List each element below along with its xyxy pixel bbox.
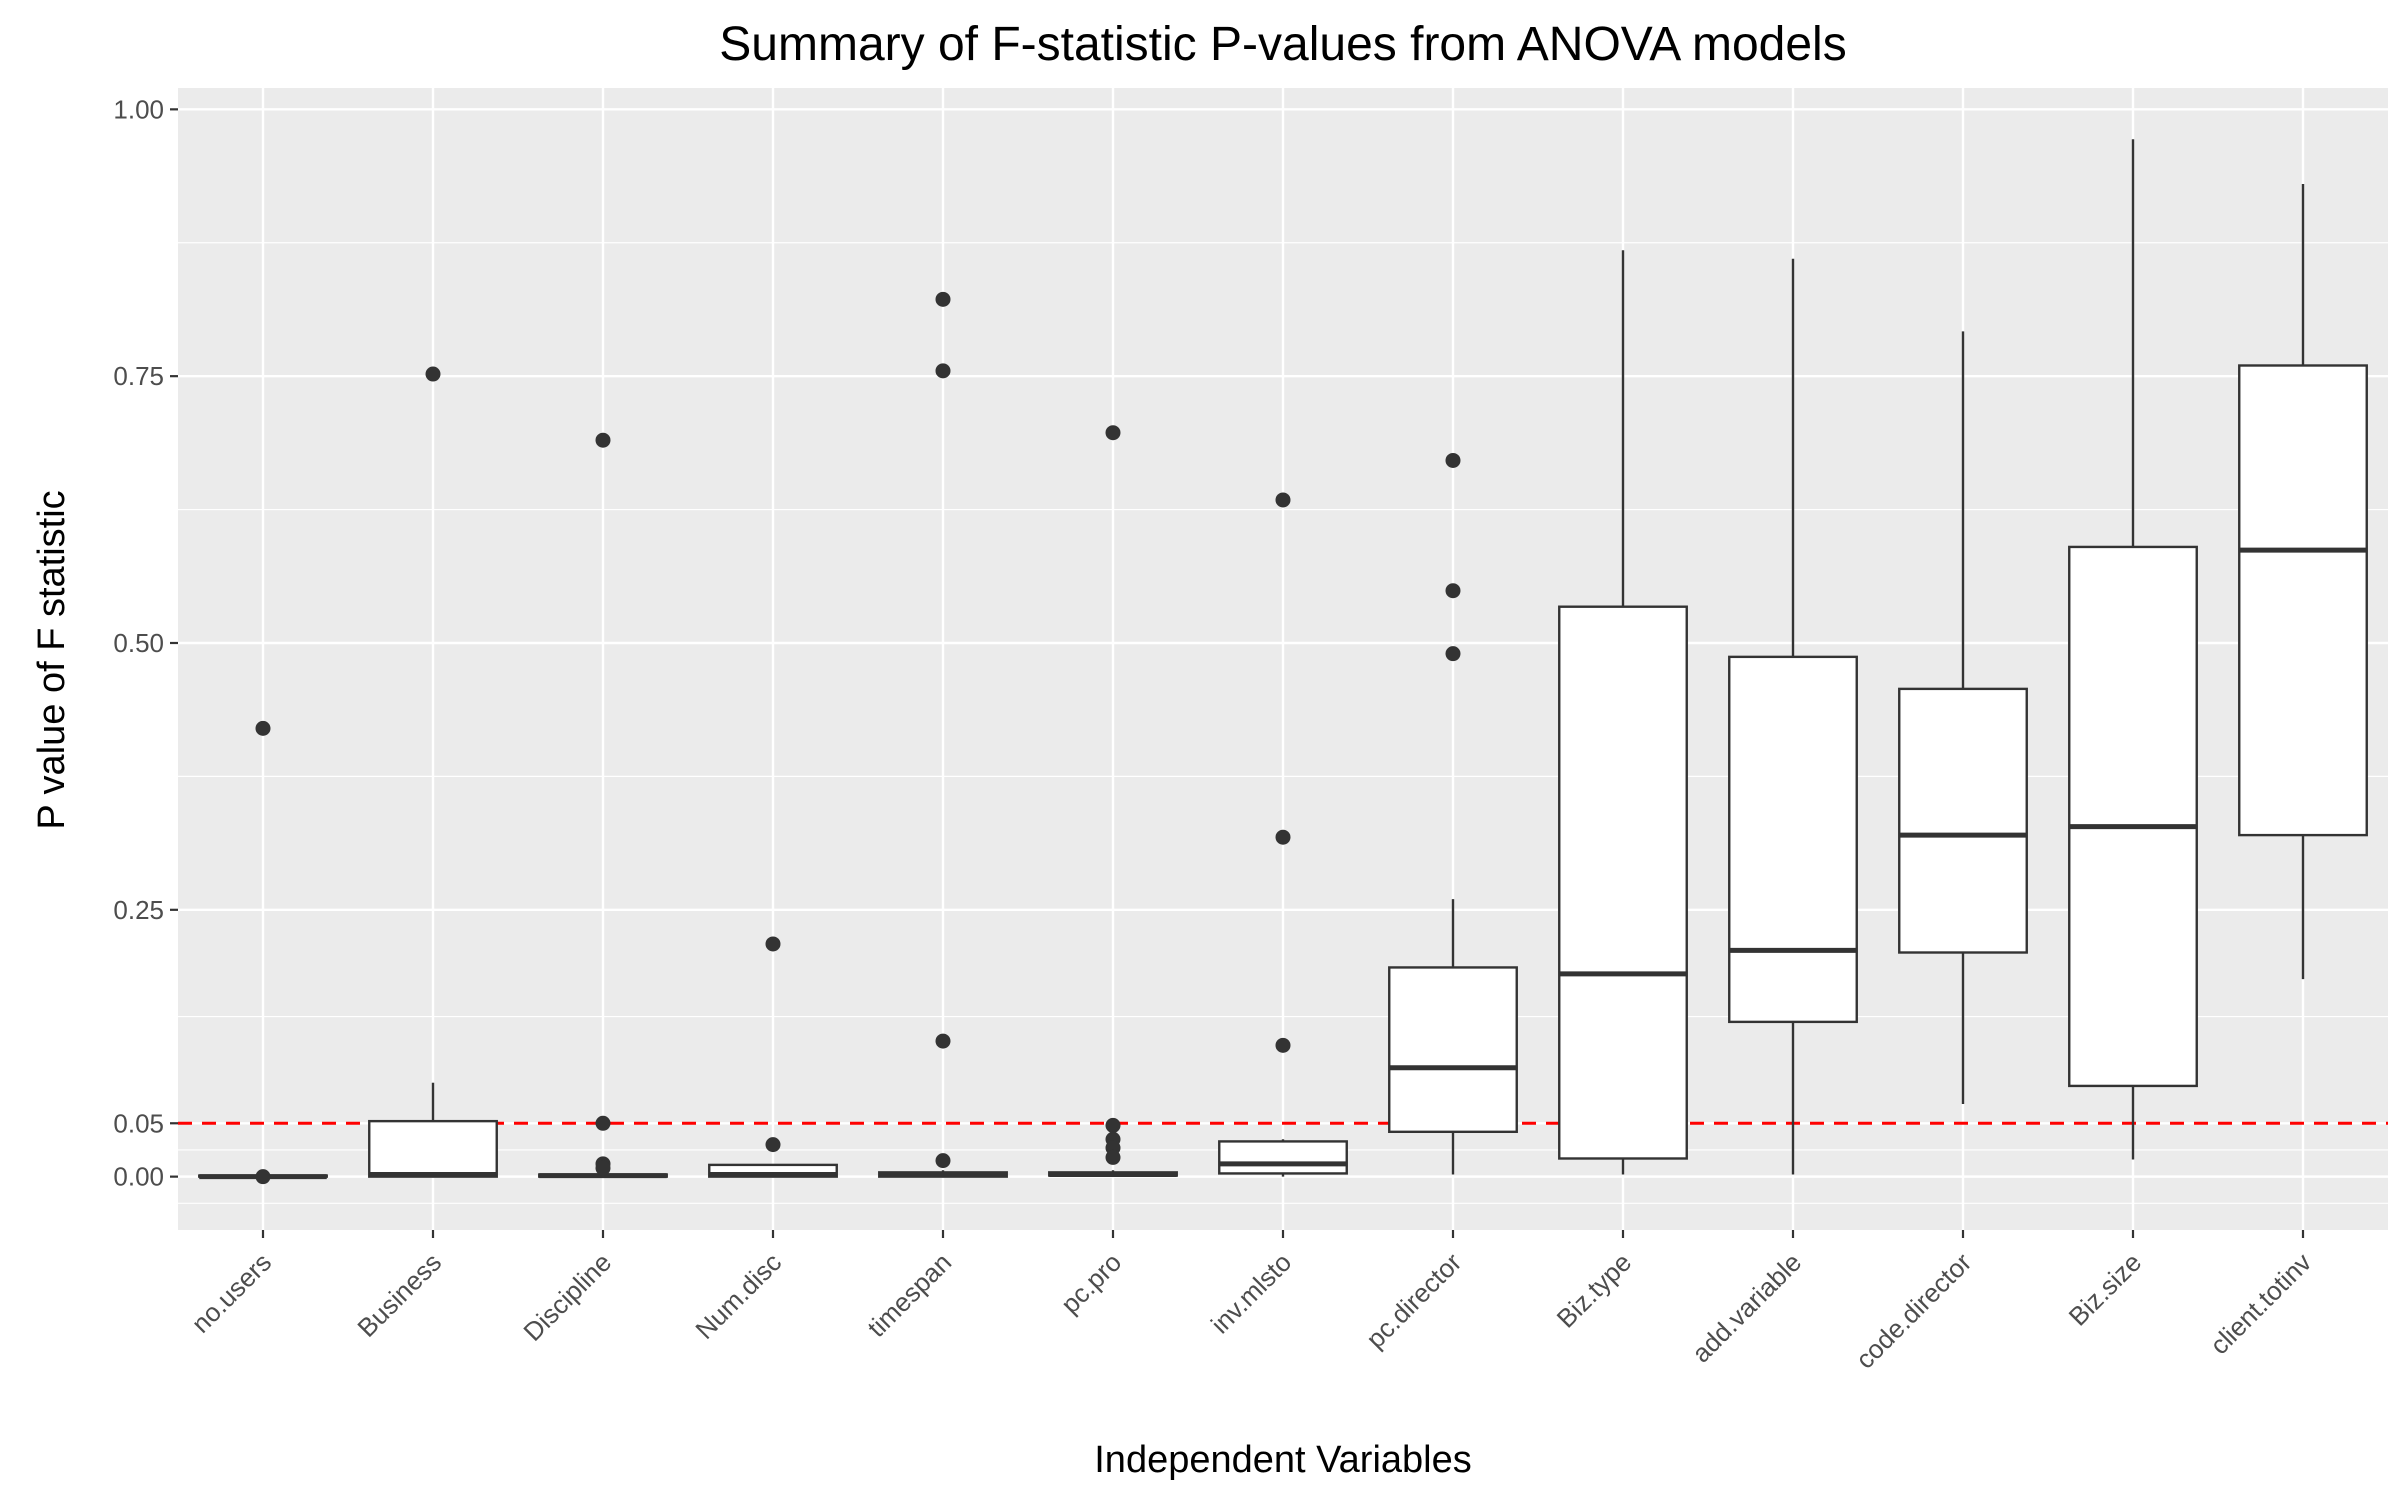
outlier-point: [935, 1153, 951, 1169]
outlier-point: [1445, 583, 1461, 599]
outlier-point: [255, 720, 271, 736]
box-code.director: [1898, 331, 2028, 1105]
iqr-box: [2238, 364, 2368, 837]
outlier-point: [255, 1169, 271, 1185]
y-tick-label: 0.05: [113, 1108, 164, 1138]
y-tick-label: 0.50: [113, 628, 164, 658]
box-Biz.size: [2068, 139, 2198, 1160]
outlier-point: [765, 1137, 781, 1153]
outlier-point: [595, 432, 611, 448]
iqr-box: [1218, 1140, 1348, 1175]
y-tick-label: 0.00: [113, 1162, 164, 1192]
outlier-point: [1105, 1117, 1121, 1133]
iqr-box: [1898, 687, 2028, 954]
box-inv.mlsto: [1218, 492, 1348, 1177]
y-tick-label: 1.00: [113, 94, 164, 124]
outlier-point: [425, 366, 441, 382]
y-axis: 0.00 0.05 0.25 0.50 0.75 1.00: [113, 94, 178, 1192]
outlier-point: [935, 1033, 951, 1049]
outlier-point: [595, 1160, 611, 1176]
box-Biz.type: [1558, 250, 1688, 1175]
iqr-box: [1728, 655, 1858, 1024]
outlier-point: [935, 363, 951, 379]
box-client.totinv: [2238, 184, 2368, 980]
y-axis-title: P value of F statistic: [31, 490, 73, 829]
box-Business: [368, 366, 498, 1178]
box-pc.director: [1388, 452, 1518, 1175]
iqr-box: [1558, 605, 1688, 1160]
box-timespan: [878, 291, 1008, 1178]
box-Num.disc: [708, 936, 838, 1178]
outlier-point: [1105, 1149, 1121, 1165]
outlier-point: [765, 936, 781, 952]
outlier-point: [1445, 646, 1461, 662]
iqr-box: [368, 1119, 498, 1178]
box-no.users: [198, 720, 328, 1185]
y-tick-label: 0.75: [113, 361, 164, 391]
outlier-point: [1445, 452, 1461, 468]
box-add.variable: [1728, 258, 1858, 1175]
box-pc.pro: [1048, 425, 1178, 1178]
boxes-layer: [198, 139, 2368, 1185]
outlier-point: [1275, 1037, 1291, 1053]
iqr-box: [2068, 545, 2198, 1088]
outlier-point: [935, 291, 951, 307]
y-tick-label: 0.25: [113, 895, 164, 925]
box-Discipline: [538, 432, 668, 1179]
iqr-box: [1388, 966, 1518, 1134]
outlier-point: [595, 1115, 611, 1131]
outlier-point: [1105, 425, 1121, 441]
x-axis-title: Independent Variables: [1094, 1439, 1471, 1481]
chart-title: Summary of F-statistic P-values from ANO…: [719, 18, 1846, 71]
outlier-point: [1275, 492, 1291, 508]
outlier-point: [1275, 829, 1291, 845]
